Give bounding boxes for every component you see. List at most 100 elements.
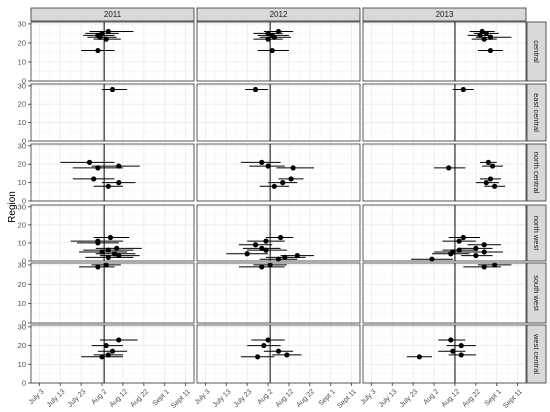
panel-east-central-2011	[30, 83, 195, 142]
data-point	[116, 163, 122, 169]
data-point	[252, 86, 259, 93]
panel-border	[30, 143, 195, 202]
data-point	[103, 342, 109, 349]
data-point	[99, 249, 105, 255]
data-point	[458, 352, 464, 358]
y-tick-label: 10	[18, 178, 26, 187]
data-point	[97, 34, 103, 40]
column-strip-label: 2013	[436, 10, 454, 19]
data-point	[259, 245, 265, 251]
data-point	[460, 234, 466, 241]
data-point	[263, 238, 269, 244]
y-tick-label: 20	[18, 341, 26, 350]
data-point	[456, 247, 462, 253]
column-strip-background	[362, 7, 527, 22]
row-strip-north-west: north west	[526, 204, 547, 262]
data-point	[282, 254, 288, 260]
panel-west-central-2011	[30, 324, 195, 384]
column-strip-label: 2011	[104, 10, 122, 19]
panel-central-2013	[362, 21, 527, 82]
data-point	[448, 251, 454, 257]
data-point	[284, 352, 290, 358]
panel-border	[196, 143, 361, 202]
y-tick-label: 10	[18, 238, 26, 247]
data-point	[105, 254, 111, 260]
y-tick-label: 0	[22, 77, 26, 86]
data-point	[416, 354, 423, 360]
panel-border	[196, 21, 361, 82]
y-tick-label: 0	[22, 197, 26, 206]
panel-south-west-2011	[30, 262, 195, 324]
panel-border	[362, 204, 527, 262]
row-strip-label: south west	[532, 275, 541, 312]
data-point	[103, 36, 109, 42]
y-tick-label: 30	[18, 81, 26, 90]
y-tick-label: 10	[18, 57, 26, 66]
panel-border	[30, 262, 195, 324]
data-point	[288, 176, 294, 182]
data-point	[252, 242, 259, 248]
panel-east-central-2012	[196, 83, 361, 142]
panel-west-central-2013	[362, 324, 527, 384]
column-strip-2012: 2012	[196, 7, 361, 22]
data-point	[267, 262, 273, 268]
data-point	[481, 36, 487, 42]
panel-border	[30, 21, 195, 82]
data-point	[458, 342, 464, 349]
panel-border	[196, 262, 361, 324]
data-point	[99, 354, 105, 360]
y-tick-label: 0	[22, 137, 26, 146]
row-strip-west-central: west central	[526, 324, 547, 384]
y-tick-label: 0	[22, 379, 26, 388]
data-point	[259, 264, 265, 270]
data-point	[105, 247, 111, 253]
data-point	[448, 337, 454, 343]
y-tick-label: 10	[18, 299, 26, 308]
data-point	[277, 234, 284, 241]
data-point	[481, 264, 487, 270]
data-point	[275, 28, 282, 35]
data-point	[483, 180, 489, 186]
data-point	[255, 354, 261, 360]
data-point	[95, 240, 101, 246]
panel-north-central-2011	[30, 143, 195, 202]
y-tick-label: 30	[18, 322, 26, 331]
data-point	[479, 28, 485, 35]
data-point	[456, 238, 462, 244]
panel-border	[362, 324, 527, 384]
panel-north-west-2012	[196, 204, 361, 262]
y-tick-label: 30	[18, 202, 26, 211]
column-strip-background	[196, 7, 361, 22]
row-strip-south-west: south west	[526, 262, 547, 324]
data-point	[446, 165, 452, 171]
y-tick-label: 10	[18, 360, 26, 369]
data-point	[265, 163, 271, 169]
data-point	[95, 165, 101, 171]
row-strip-label: east central	[532, 93, 541, 132]
y-axis-title: Region	[7, 191, 18, 223]
y-tick-label: 20	[18, 280, 26, 289]
row-strip-background	[526, 143, 547, 202]
data-point	[261, 342, 267, 349]
row-strip-label: north west	[532, 216, 541, 252]
panel-south-west-2012	[196, 262, 361, 324]
data-point	[492, 262, 498, 268]
data-point	[109, 86, 116, 93]
column-strip-label: 2012	[270, 10, 288, 19]
panel-border	[196, 324, 361, 384]
data-point	[429, 256, 435, 262]
strips-layer: central east central north central north we…	[30, 7, 547, 384]
panel-border	[362, 83, 527, 142]
data-point	[294, 252, 300, 259]
data-point	[99, 30, 105, 37]
data-point	[105, 352, 111, 358]
panel-border	[30, 324, 195, 384]
y-tick-label: 20	[18, 160, 26, 169]
panel-central-2011	[30, 21, 195, 82]
data-point	[489, 163, 496, 169]
panel-border	[30, 204, 195, 262]
data-point	[109, 348, 116, 354]
data-point	[275, 256, 282, 262]
data-point	[473, 252, 479, 259]
